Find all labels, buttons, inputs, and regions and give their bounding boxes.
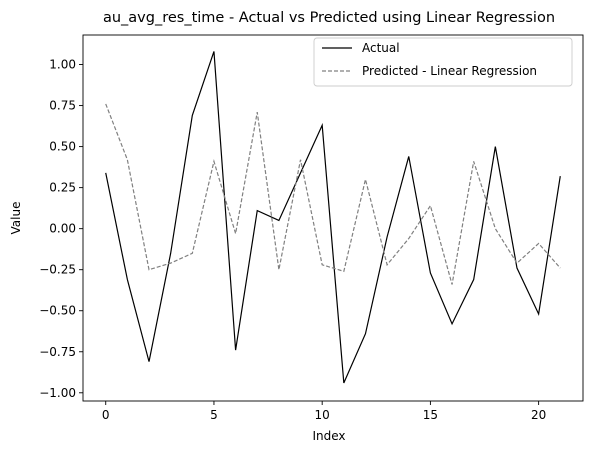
y-axis-title: Value	[9, 202, 23, 235]
legend-predicted-label: Predicted - Linear Regression	[362, 64, 537, 78]
legend-box	[313, 37, 573, 87]
x-tick-label: 0	[102, 408, 110, 422]
plot-frame	[82, 34, 584, 402]
chart-title: au_avg_res_time - Actual vs Predicted us…	[103, 10, 555, 26]
y-tick-label: −0.25	[39, 263, 76, 277]
x-axis-title: Index	[312, 429, 345, 443]
x-axis: 0 5 10 15 20	[102, 401, 546, 422]
y-tick-label: 0.50	[49, 140, 76, 154]
plot-lines	[105, 51, 561, 384]
y-tick-label: −0.50	[39, 304, 76, 318]
y-tick-label: −0.75	[39, 345, 76, 359]
y-tick-label: 0.00	[49, 222, 76, 236]
x-tick-label: 20	[531, 408, 546, 422]
x-tick-label: 15	[423, 408, 438, 422]
y-tick-label: 0.75	[49, 99, 76, 113]
legend: Actual Predicted - Linear Regression	[313, 37, 573, 87]
series-line-predicted	[105, 103, 561, 285]
legend-actual-label: Actual	[362, 41, 400, 55]
x-tick-label: 10	[315, 408, 330, 422]
y-tick-label: 0.25	[49, 181, 76, 195]
y-axis: −1.00 −0.75 −0.50 −0.25 0.00 0.25 0.50 0.75 1.00	[39, 58, 83, 400]
x-tick-label: 5	[210, 408, 218, 422]
series-line-actual	[105, 51, 561, 384]
y-tick-label: 1.00	[49, 58, 76, 72]
y-tick-label: −1.00	[39, 386, 76, 400]
